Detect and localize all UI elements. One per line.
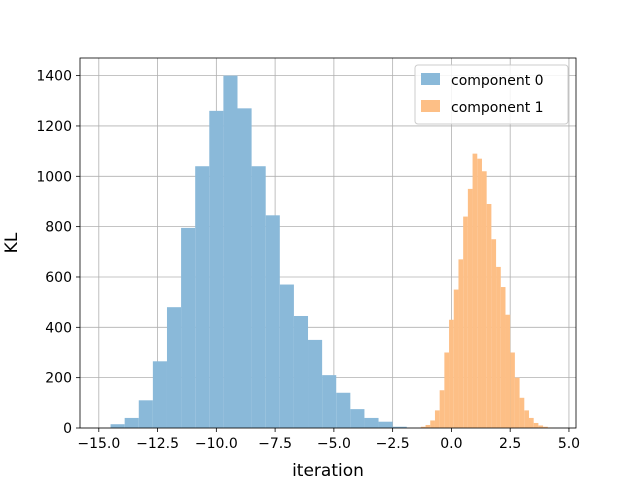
y-tick-label: 0	[63, 421, 72, 437]
legend-label-component-1: component 1	[451, 100, 544, 116]
histogram-bar-component-0	[223, 75, 238, 428]
histogram-bar-component-1	[500, 287, 506, 428]
histogram-bar-component-0	[322, 375, 337, 428]
histogram-bar-component-1	[496, 266, 501, 428]
x-tick-label: −2.5	[376, 436, 410, 452]
x-tick-label: 0.0	[440, 436, 462, 452]
histogram-bar-component-1	[538, 425, 544, 428]
histogram-bar-component-1	[420, 426, 426, 428]
x-tick-label: −10.0	[195, 436, 238, 452]
histogram-bar-component-0	[124, 417, 139, 428]
histogram-bar-component-0	[392, 426, 407, 428]
x-tick-label: −12.5	[136, 436, 179, 452]
histogram-bar-component-1	[472, 153, 478, 429]
legend-swatch-component-1	[421, 100, 440, 112]
y-tick-label: 1200	[36, 119, 72, 135]
histogram-bar-component-0	[265, 215, 280, 428]
histogram-bar-component-0	[209, 110, 224, 428]
histogram-bar-component-1	[524, 410, 529, 428]
histogram-bar-component-0	[350, 409, 365, 428]
x-tick-label: −5.0	[317, 436, 351, 452]
plot-frame	[79, 57, 577, 429]
histogram-bar-component-0	[279, 284, 294, 428]
histogram-bar-component-1	[434, 410, 440, 428]
histogram-bar-component-0	[336, 392, 351, 428]
histogram-bar-component-0	[237, 108, 252, 428]
histogram-bar-component-1	[486, 203, 492, 428]
histogram-bar-component-1	[528, 417, 534, 428]
histogram-bar-component-1	[543, 426, 548, 428]
x-tick-label: 2.5	[499, 436, 521, 452]
histogram-bar-component-0	[364, 417, 379, 428]
legend-swatch-component-0	[421, 73, 440, 85]
histogram-bar-component-0	[166, 307, 182, 428]
x-tick-label: 5.0	[558, 436, 580, 452]
histogram-bar-component-1	[449, 319, 454, 428]
histogram-bar-component-1	[514, 377, 520, 428]
histogram-bar-component-1	[491, 239, 497, 428]
histogram-bar-component-0	[251, 166, 266, 428]
histogram-bar-component-1	[510, 352, 515, 428]
histogram-bar-component-1	[467, 188, 473, 428]
x-axis-label: iteration	[292, 461, 364, 480]
histogram-bar-component-1	[439, 390, 445, 428]
legend-box	[414, 64, 569, 125]
y-axis-label: KL	[2, 232, 22, 253]
y-tick-label: 600	[45, 270, 72, 286]
axis-ticks: −15.0 −12.5 −10.0 −7.5 −5.0 −2.5 0.0 2.5 5.0 0 200…	[36, 69, 580, 452]
histogram-bar-component-1	[477, 158, 482, 428]
histogram-bar-component-0	[308, 339, 323, 428]
histogram-bar-component-1	[481, 171, 487, 428]
histogram-bar-component-1	[519, 397, 525, 428]
histogram-bar-component-0	[152, 361, 167, 428]
histogram-bar-component-1	[430, 420, 435, 428]
legend: component 0 component 1	[414, 64, 569, 125]
legend-label-component-0: component 0	[451, 73, 544, 89]
y-tick-label: 1000	[36, 169, 72, 185]
histogram-bar-component-0	[195, 166, 210, 428]
histogram-bar-component-1	[453, 289, 459, 428]
y-tick-label: 800	[45, 220, 72, 236]
histogram-bar-component-1	[458, 259, 464, 428]
histogram-bar-component-1	[463, 216, 468, 428]
x-tick-label: −7.5	[258, 436, 292, 452]
x-tick-label: −15.0	[77, 436, 120, 452]
y-tick-label: 400	[45, 320, 72, 336]
histogram-bar-component-1	[533, 422, 539, 428]
histogram-bar-component-1	[505, 314, 511, 428]
histogram-bar-component-0	[138, 400, 153, 428]
y-tick-label: 1400	[36, 69, 72, 85]
y-tick-label: 200	[45, 371, 72, 387]
histogram-bar-component-1	[444, 352, 450, 428]
histogram-bar-component-0	[293, 315, 309, 428]
histogram-bar-component-0	[378, 421, 393, 428]
histogram-bar-component-0	[181, 227, 196, 428]
histogram-bars	[110, 75, 553, 429]
histogram-bar-component-0	[110, 424, 125, 428]
histogram-bar-component-1	[425, 424, 431, 428]
